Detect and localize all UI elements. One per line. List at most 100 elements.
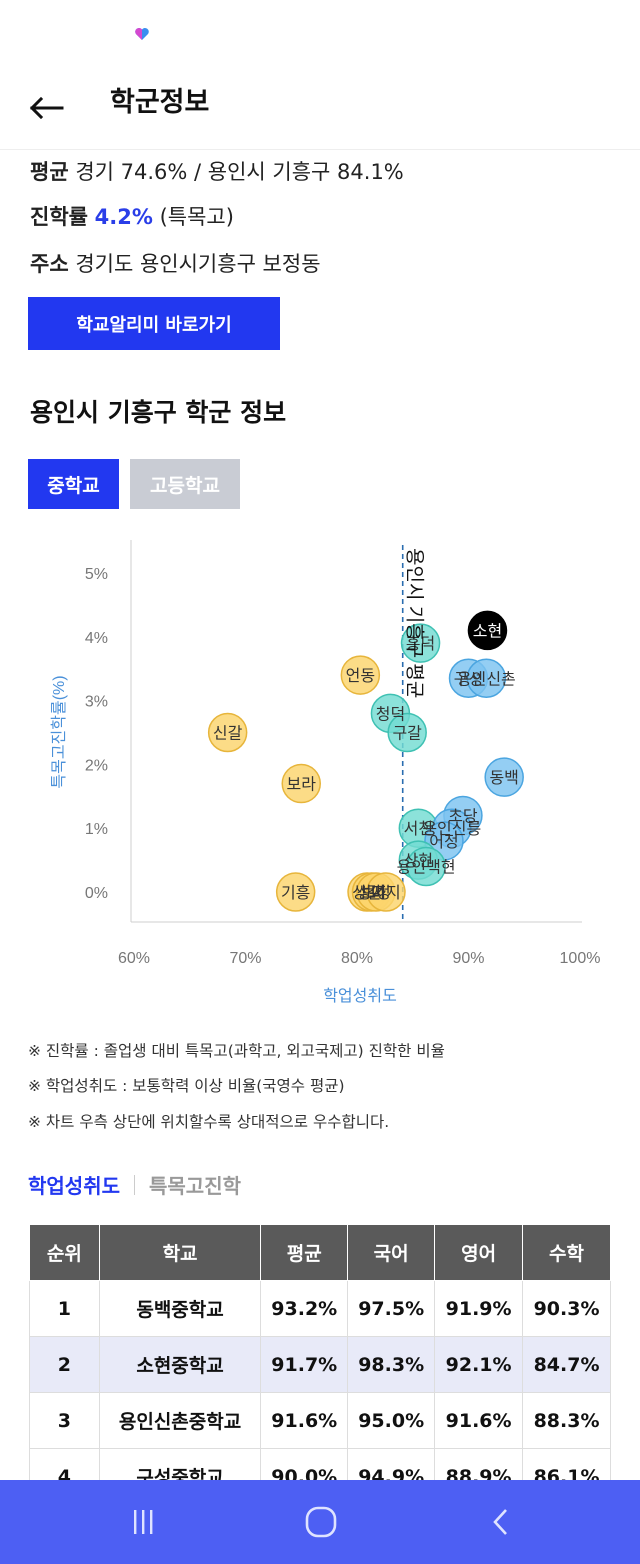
system-nav-bar: [0, 1480, 640, 1564]
cell-math: 90.3%: [522, 1280, 611, 1337]
table-row[interactable]: 2 소현중학교 91.7% 98.3% 92.1% 84.7%: [29, 1336, 611, 1393]
data-point-label: 기흥: [281, 884, 310, 902]
data-point-label: 성지: [357, 884, 386, 902]
x-tick-label: 60%: [118, 950, 150, 967]
cell-school: 용인신촌중학교: [98, 1392, 262, 1449]
reference-line-label: 용인시 기흥구 평균: [404, 548, 426, 698]
tab-middle-school[interactable]: 중학교: [28, 459, 119, 509]
cell-average: 90.0%: [260, 1448, 349, 1480]
heart-icon: [135, 28, 149, 40]
subtab-divider: [134, 1174, 135, 1195]
rate-line: 진학률 4.2% (특목고): [30, 203, 234, 231]
cell-rank: 3: [29, 1392, 100, 1449]
rate-suffix: (특목고): [159, 205, 234, 229]
cell-korean: 94.9%: [347, 1448, 436, 1480]
recents-button[interactable]: [123, 1502, 163, 1542]
data-point: [207, 712, 248, 753]
cell-school: 소현중학교: [98, 1336, 262, 1393]
data-point: [466, 658, 507, 699]
app-bar: 학군정보: [0, 70, 640, 150]
data-point: [467, 610, 508, 651]
data-point-label: 구갈: [392, 725, 422, 743]
ranking-subtabs: 학업성취도 특목고진학: [28, 1170, 241, 1199]
cell-rank: 1: [29, 1280, 100, 1337]
ranking-table: 순위 학교 평균 국어 영어 수학 1 동백중학교 93.2% 97.5% 91…: [29, 1224, 611, 1480]
x-tick-label: 70%: [229, 950, 261, 967]
cell-average: 93.2%: [260, 1280, 349, 1337]
address-label: 주소: [30, 252, 69, 276]
data-point-label: 보라: [287, 776, 317, 794]
data-point: [366, 872, 406, 912]
x-axis-label: 학업성취도: [323, 987, 397, 1005]
data-point-label: 신갈: [213, 725, 243, 743]
table-row[interactable]: 4 구성중학교 90.0% 94.9% 88.9% 86.1%: [29, 1448, 611, 1480]
data-point: [400, 623, 441, 663]
y-tick-label: 3%: [85, 694, 108, 711]
cell-korean: 98.3%: [347, 1336, 436, 1393]
y-tick-label: 0%: [85, 885, 108, 902]
average-line: 평균 경기 74.6% / 용인시 기흥구 84.1%: [30, 158, 404, 186]
data-point-label: 소현: [473, 622, 502, 640]
average-label: 평균: [30, 160, 69, 184]
cell-korean: 95.0%: [347, 1392, 436, 1449]
data-point: [340, 655, 381, 695]
cell-rank: 2: [29, 1336, 100, 1393]
data-point: [406, 846, 446, 887]
cell-english: 91.6%: [434, 1392, 524, 1449]
cell-rank: 4: [29, 1448, 100, 1480]
data-point-label: 용인백현: [397, 858, 456, 876]
table-header-row: 순위 학교 평균 국어 영어 수학: [29, 1224, 611, 1281]
data-point: [275, 872, 316, 912]
home-button[interactable]: [301, 1502, 341, 1542]
table-row[interactable]: 1 동백중학교 93.2% 97.5% 91.9% 90.3%: [29, 1280, 611, 1337]
data-point-label: 언동: [346, 667, 375, 685]
data-point-label: 보정: [361, 884, 390, 902]
cell-english: 91.9%: [434, 1280, 524, 1337]
arrow-left-icon: [29, 96, 64, 120]
col-english: 영어: [434, 1224, 524, 1281]
nav-back-button[interactable]: [481, 1502, 521, 1542]
subtab-special[interactable]: 특목고진학: [149, 1174, 241, 1198]
cell-math: 88.3%: [522, 1392, 611, 1449]
table-row[interactable]: 3 용인신촌중학교 91.6% 95.0% 91.6% 88.3%: [29, 1392, 611, 1449]
data-point-label: 서천: [404, 820, 433, 838]
tab-high-school[interactable]: 고등학교: [130, 459, 240, 509]
rate-value: 4.2%: [94, 205, 153, 229]
x-tick-label: 90%: [452, 950, 484, 967]
address-value: 경기도 용인시기흥구 보정동: [75, 252, 321, 276]
data-point: [484, 757, 524, 797]
cell-math: 86.1%: [522, 1448, 611, 1480]
note-achievement: ※ 학업성취도 : 보통학력 이상 비율(국영수 평균): [28, 1077, 345, 1095]
subtab-achievement[interactable]: 학업성취도: [28, 1174, 120, 1198]
data-point-label: 동백: [489, 769, 518, 787]
status-bar: [0, 0, 640, 70]
x-tick-label: 80%: [341, 950, 373, 967]
col-korean: 국어: [347, 1224, 436, 1281]
data-point-label: 구성: [454, 670, 483, 688]
school-info-link-button[interactable]: 학교알리미 바로가기: [28, 297, 280, 350]
data-point-label: 청덕: [376, 705, 405, 723]
section-title: 용인시 기흥구 학군 정보: [30, 398, 287, 427]
cell-english: 88.9%: [434, 1448, 524, 1480]
y-tick-label: 5%: [85, 566, 108, 583]
note-rate: ※ 진학률 : 졸업생 대비 특목고(과학고, 외고국제고) 진학한 비율: [28, 1042, 445, 1060]
rate-label: 진학률: [30, 205, 88, 229]
y-tick-label: 4%: [85, 630, 108, 647]
page-title: 학군정보: [110, 87, 210, 118]
note-position: ※ 차트 우측 상단에 위치할수록 상대적으로 우수합니다.: [28, 1113, 390, 1131]
home-icon: [305, 1506, 337, 1538]
data-point-label: 어정: [429, 833, 458, 851]
data-point-label: 상현: [404, 852, 433, 870]
cell-school: 구성중학교: [98, 1448, 262, 1480]
x-tick-label: 100%: [560, 950, 601, 967]
col-math: 수학: [522, 1224, 611, 1281]
address-line: 주소 경기도 용인시기흥구 보정동: [30, 250, 321, 278]
cell-math: 84.7%: [522, 1336, 611, 1393]
recents-icon: [134, 1510, 153, 1534]
y-axis-label: 특목고진학률(%): [50, 675, 68, 788]
back-button[interactable]: [22, 84, 70, 132]
data-point-label: 흥덕: [406, 635, 435, 653]
col-average: 평균: [260, 1224, 349, 1281]
scatter-chart: 0% 1% 2% 3% 4% 5% 60% 70% 80% 90% 100% 학업성취도 특목고진학률(…: [50, 540, 601, 1005]
col-school: 학교: [98, 1224, 262, 1281]
